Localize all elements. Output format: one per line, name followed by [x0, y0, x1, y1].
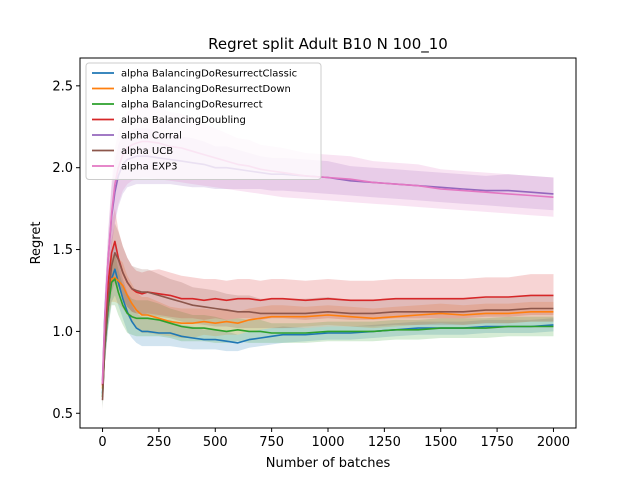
- confidence-band-5: [102, 223, 554, 410]
- confidence-band-4: [102, 128, 554, 397]
- legend-label-6: alpha EXP3: [121, 162, 177, 173]
- legend-label-2: alpha BalancingDoResurrect: [121, 100, 263, 111]
- y-tick-label: 1.0: [52, 325, 73, 340]
- series-line-5: [101, 252, 554, 401]
- y-tick-label: 1.5: [52, 243, 73, 258]
- chart-title: Regret split Adult B10 N 100_10: [208, 35, 448, 54]
- legend-label-4: alpha Corral: [121, 131, 182, 142]
- legend-label-0: alpha BalancingDoResurrectClassic: [121, 69, 297, 80]
- x-tick-label: 1750: [481, 435, 514, 450]
- x-tick-label: 0: [98, 435, 106, 450]
- confidence-band-3: [102, 208, 554, 397]
- confidence-band-0: [102, 243, 554, 406]
- x-tick-label: 250: [146, 435, 171, 450]
- y-tick-label: 2.5: [52, 79, 73, 94]
- legend-label-3: alpha BalancingDoubling: [121, 115, 246, 126]
- series-line-0: [101, 268, 554, 394]
- series-line-2: [101, 278, 554, 397]
- y-axis-label: Regret: [29, 222, 44, 265]
- x-axis-ticks: 0 250 500 750 1000 1250 1500 1750 2000: [98, 428, 570, 450]
- x-tick-label: 500: [203, 435, 228, 450]
- legend-label-5: alpha UCB: [121, 146, 173, 157]
- y-axis-ticks: 0.5 1.0 1.5 2.0 2.5: [52, 79, 80, 422]
- y-tick-label: 2.0: [52, 161, 73, 176]
- legend: alpha BalancingDoResurrectClassic alpha B…: [85, 62, 322, 180]
- x-tick-label: 1250: [368, 435, 401, 450]
- x-tick-label: 750: [259, 435, 284, 450]
- confidence-band-1: [102, 252, 554, 401]
- y-tick-label: 0.5: [52, 407, 73, 422]
- x-tick-label: 2000: [537, 435, 570, 450]
- series-line-1: [101, 276, 554, 389]
- x-tick-label: 1500: [424, 435, 457, 450]
- x-tick-label: 1000: [311, 435, 344, 450]
- legend-label-1: alpha BalancingDoResurrectDown: [121, 84, 291, 95]
- x-axis-label: Number of batches: [266, 456, 391, 471]
- legend-box: [85, 62, 322, 180]
